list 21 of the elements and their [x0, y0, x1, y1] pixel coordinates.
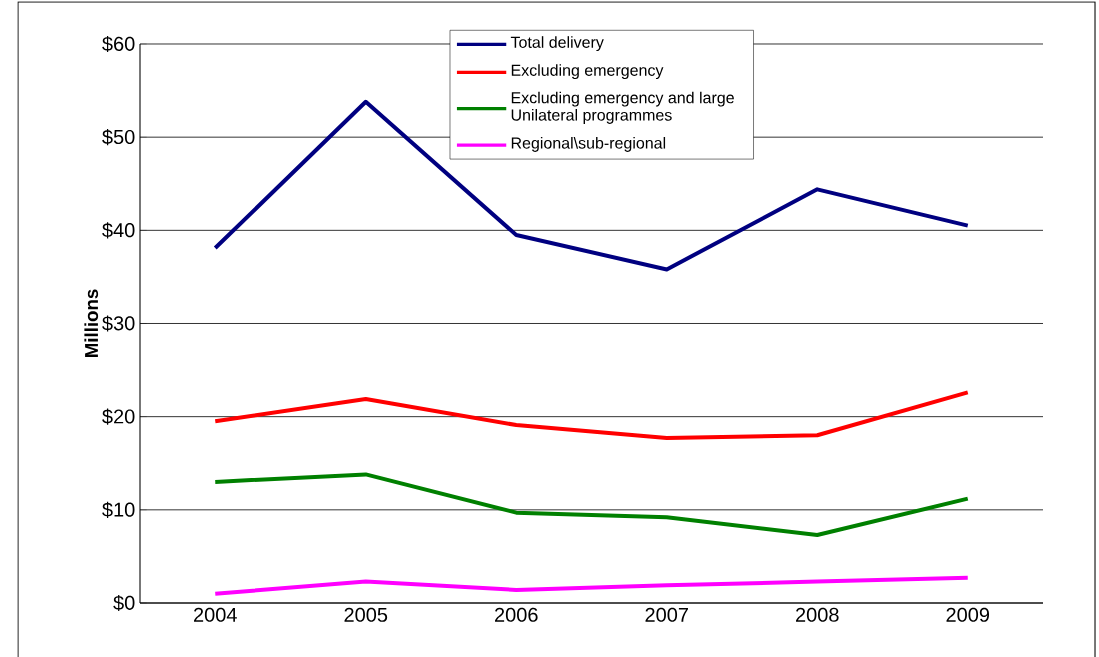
x-tick-label: 2007: [645, 607, 688, 622]
line-series: [213, 575, 970, 596]
x-tick-label: 2006: [495, 607, 538, 622]
legend-label: Excluding emergency: [511, 64, 664, 80]
x-tick-label: 2005: [344, 607, 388, 622]
y-tick-label: $60: [102, 35, 135, 53]
legend-label: Regional\sub-regional: [511, 136, 666, 152]
y-axis-title: Millions: [84, 289, 99, 357]
y-tick-label: $0: [113, 594, 135, 612]
legend-label: Total delivery: [510, 36, 604, 52]
x-tick-label: 2009: [946, 607, 990, 622]
y-tick-label: $50: [102, 129, 135, 146]
line-series: [213, 472, 970, 537]
legend-label: Excluding emergency and large Unilateral programmes: [511, 91, 734, 124]
y-tick-label: $30: [102, 315, 135, 332]
x-tick-label: 2008: [796, 607, 839, 622]
x-tick-label: 2004: [194, 607, 237, 622]
y-tick-label: $40: [102, 222, 135, 239]
y-tick-label: $10: [102, 501, 135, 518]
line-series: [213, 390, 970, 441]
y-tick-label: $20: [102, 408, 135, 425]
